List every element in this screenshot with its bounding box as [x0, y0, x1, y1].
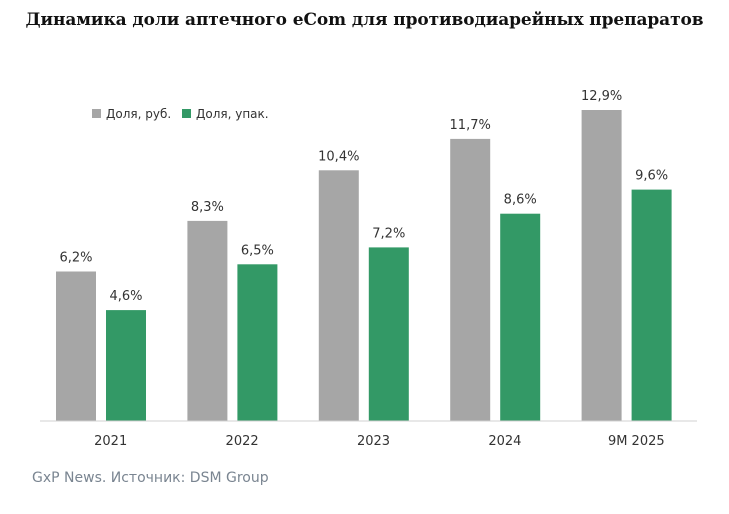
data-label-pack-2021: 4,6% — [109, 289, 142, 304]
x-tick-label-2023: 2023 — [357, 434, 390, 449]
data-label-pack-2022: 6,5% — [241, 243, 274, 258]
bar-pack-2022 — [237, 264, 278, 421]
data-label-rub-2021: 6,2% — [59, 251, 92, 266]
x-tick-label-2022: 2022 — [226, 434, 259, 449]
data-label-rub-2023: 10,4% — [318, 149, 359, 164]
bars-group: 6,2% 4,6% 8,3% 6,5% 10,4% 7,2% 11,7% 8,6% 12,9% 9… — [56, 89, 672, 421]
bar-rub-9m-2025 — [581, 110, 622, 421]
bar-rub-2024 — [450, 138, 491, 421]
data-label-pack-2023: 7,2% — [372, 226, 405, 241]
bar-rub-2022 — [187, 220, 228, 421]
data-label-rub-9m-2025: 12,9% — [581, 89, 622, 104]
data-label-pack-2024: 8,6% — [504, 193, 537, 208]
legend-label-pack: Доля, упак. — [196, 107, 269, 121]
bar-pack-2024 — [500, 213, 541, 421]
legend-label-rub: Доля, руб. — [106, 107, 171, 121]
legend-swatch-rub — [92, 109, 101, 118]
legend: Доля, руб. Доля, упак. — [92, 107, 269, 121]
bar-pack-9m-2025 — [631, 189, 672, 421]
legend-swatch-pack — [182, 109, 191, 118]
bar-rub-2021 — [56, 271, 96, 421]
x-tick-labels: 2021 2022 2023 2024 9M 2025 — [94, 434, 665, 449]
x-tick-label-9m-2025: 9M 2025 — [608, 434, 665, 449]
chart-title: Динамика доли аптечного eCom для противо… — [25, 10, 704, 30]
bar-pack-2023 — [368, 247, 409, 421]
bar-pack-2021 — [106, 310, 146, 421]
source-footer: GxP News. Источник: DSM Group — [32, 470, 269, 486]
data-label-rub-2022: 8,3% — [191, 200, 224, 215]
data-label-pack-9m-2025: 9,6% — [635, 169, 668, 184]
x-tick-label-2021: 2021 — [94, 434, 127, 449]
data-label-rub-2024: 11,7% — [450, 118, 491, 133]
x-tick-label-2024: 2024 — [488, 434, 521, 449]
bar-rub-2023 — [318, 170, 359, 421]
